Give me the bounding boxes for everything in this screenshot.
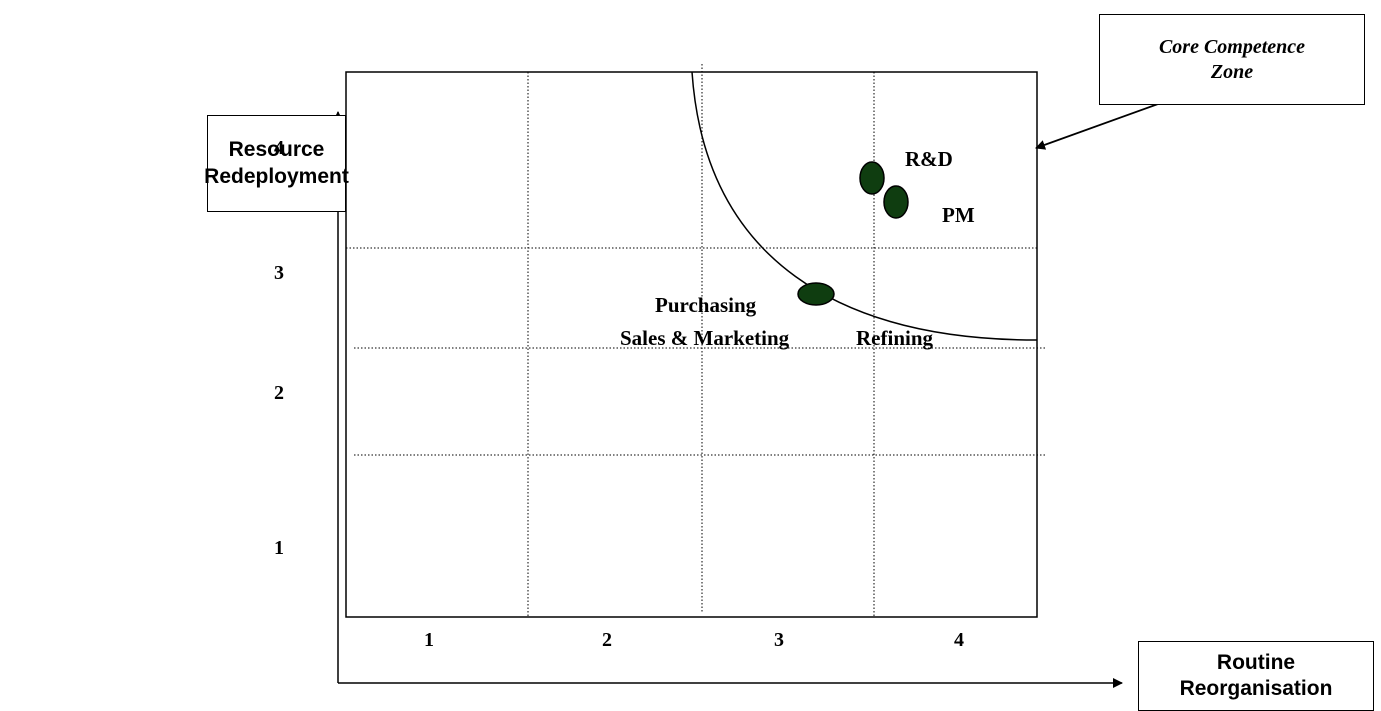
grid-lines [346, 64, 1046, 617]
label-rnd: R&D [905, 147, 953, 171]
competence-zone-arc [691, 71, 1038, 341]
x-tick: 3 [774, 629, 784, 651]
marker-rnd [859, 161, 885, 195]
zone-callout-box: Core Competence Zone [1099, 14, 1365, 105]
x-tick: 4 [954, 629, 964, 651]
marker-pm [883, 185, 909, 219]
y-tick: 2 [274, 382, 284, 404]
y-axis-title-box: Resource Redeployment [204, 115, 349, 212]
zone-callout-line2: Zone [1210, 60, 1254, 83]
grid-frame [345, 71, 1038, 618]
label-sales-marketing: Sales & Marketing [620, 326, 790, 350]
zone-callout-line1: Core Competence [1158, 35, 1306, 58]
y-axis-title-line2: Redeployment [204, 164, 349, 188]
label-pm: PM [942, 203, 975, 227]
y-tick: 1 [274, 537, 284, 559]
y-tick: 3 [274, 262, 284, 284]
label-refining: Refining [856, 326, 934, 350]
y-tick: 4 [274, 137, 284, 159]
x-axis-title-line2: Reorganisation [1179, 677, 1333, 700]
x-axis-title-line1: Routine [1216, 650, 1296, 674]
y-axis-title-line1: Resource [228, 138, 325, 162]
callout-arrow [1035, 103, 1159, 150]
x-axis-title-box: Routine Reorganisation [1138, 641, 1374, 711]
marker-purchasing [797, 282, 835, 306]
x-tick: 2 [602, 629, 612, 651]
x-tick: 1 [424, 629, 434, 651]
label-purchasing: Purchasing [655, 293, 757, 317]
